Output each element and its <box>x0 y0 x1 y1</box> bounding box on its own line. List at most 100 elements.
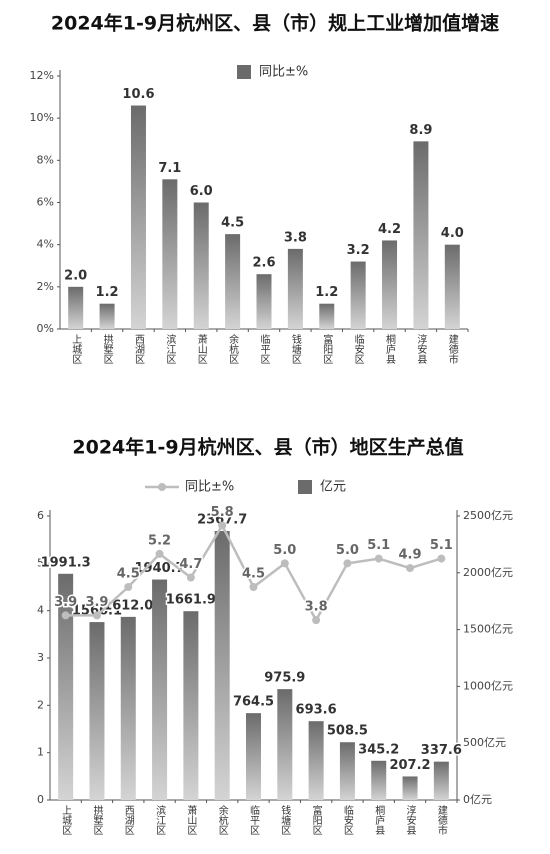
value-label: 2.6 <box>252 256 275 271</box>
value-label: 693.6 <box>296 703 337 718</box>
x-tick-label: 钱塘区 <box>289 333 301 364</box>
y2-tick-label: 500亿元 <box>463 736 506 749</box>
value-label: 1.2 <box>315 285 338 300</box>
legend-label: 亿元 <box>320 480 346 495</box>
line-point <box>218 521 227 530</box>
bar <box>382 240 398 329</box>
bar <box>99 303 115 329</box>
x-tick-label: 临安区 <box>352 333 364 364</box>
value-label: 345.2 <box>358 742 399 757</box>
line-point <box>406 564 415 573</box>
x-tick-label: 富阳区 <box>321 333 333 364</box>
bar <box>256 274 272 329</box>
chart-title: 2024年1-9月杭州区、县（市）地区生产总值 <box>72 436 463 459</box>
y-tick-label: 4% <box>37 238 54 251</box>
y-tick-label: 1 <box>37 746 44 759</box>
y-tick-label: 6 <box>37 509 44 522</box>
value-label: 5.1 <box>367 538 390 553</box>
bar <box>371 760 387 800</box>
bar <box>402 776 418 800</box>
y-tick-label: 0% <box>37 322 54 335</box>
bar <box>120 616 136 800</box>
value-label: 1991.3 <box>41 555 91 570</box>
bar <box>319 303 335 329</box>
y2-tick-label: 1500亿元 <box>463 623 513 636</box>
bar <box>183 611 199 800</box>
legend-label: 同比±% <box>185 480 234 495</box>
value-label: 2367.7 <box>197 513 247 528</box>
bar <box>350 261 366 329</box>
x-tick-label: 上城区 <box>60 805 72 835</box>
value-label: 5.8 <box>211 505 234 520</box>
x-tick-label: 建德市 <box>435 804 447 836</box>
y2-tick-label: 1000亿元 <box>463 679 513 692</box>
x-tick-label: 滨江区 <box>164 333 176 364</box>
value-label: 5.1 <box>430 538 453 553</box>
value-label: 4.5 <box>221 216 244 231</box>
value-label: 3.9 <box>54 595 77 610</box>
x-tick-label: 萧山区 <box>195 334 207 364</box>
x-tick-label: 建德市 <box>446 333 458 365</box>
value-label: 1612.0 <box>103 598 153 613</box>
x-tick-label: 临平区 <box>258 333 270 364</box>
bar <box>308 721 324 800</box>
legend-label: 同比±% <box>259 65 308 80</box>
line-point <box>374 554 383 563</box>
value-label: 3.2 <box>347 243 370 258</box>
legend-marker <box>158 483 166 491</box>
y2-tick-label: 2500亿元 <box>463 509 513 522</box>
bar <box>130 105 146 330</box>
x-tick-label: 淳安县 <box>404 804 416 836</box>
value-label: 7.1 <box>158 161 181 176</box>
x-tick-label: 淳安县 <box>415 333 427 365</box>
y-tick-label: 10% <box>30 111 54 124</box>
line-point <box>92 611 101 620</box>
y-tick-label: 3 <box>37 651 44 664</box>
line-point <box>343 559 352 568</box>
value-label: 4.9 <box>399 548 422 563</box>
legend-swatch <box>237 65 251 79</box>
bar <box>89 622 105 800</box>
value-label: 4.7 <box>179 557 202 572</box>
value-label: 8.9 <box>409 123 432 138</box>
x-tick-label: 西湖区 <box>132 334 144 364</box>
bar <box>68 286 84 329</box>
value-label: 4.2 <box>378 222 401 237</box>
line-point <box>280 559 289 568</box>
bar <box>413 141 429 329</box>
bar <box>193 202 209 329</box>
y-tick-label: 5 <box>37 556 44 569</box>
line-point <box>249 583 258 591</box>
value-label: 4.5 <box>117 567 140 582</box>
y2-tick-label: 0亿元 <box>463 793 492 806</box>
bar <box>225 234 241 329</box>
bar <box>214 531 230 800</box>
y2-tick-label: 2000亿元 <box>463 566 513 579</box>
bar <box>58 573 74 800</box>
line-point <box>437 554 446 563</box>
legend-swatch <box>298 480 312 494</box>
y-tick-label: 2% <box>37 280 54 293</box>
x-tick-label: 临平区 <box>248 804 260 835</box>
value-label: 3.8 <box>305 600 328 615</box>
y-tick-label: 2 <box>37 698 44 711</box>
x-tick-label: 富阳区 <box>310 804 322 835</box>
line-point <box>61 611 70 620</box>
chart-title: 2024年1-9月杭州区、县（市）规上工业增加值增速 <box>51 12 499 35</box>
bar <box>277 689 293 800</box>
value-label: 207.2 <box>389 758 430 773</box>
line-point <box>124 583 133 591</box>
value-label: 337.6 <box>421 743 462 758</box>
y-tick-label: 4 <box>37 604 44 617</box>
bar <box>152 579 168 800</box>
bar <box>287 248 303 329</box>
x-tick-label: 桐庐县 <box>384 333 396 365</box>
x-tick-label: 临安区 <box>341 804 353 835</box>
bar <box>162 179 178 329</box>
line-point <box>155 549 164 558</box>
y-tick-label: 8% <box>37 153 54 166</box>
line-point <box>312 616 321 625</box>
value-label: 3.8 <box>284 230 307 245</box>
value-label: 3.9 <box>85 595 108 610</box>
